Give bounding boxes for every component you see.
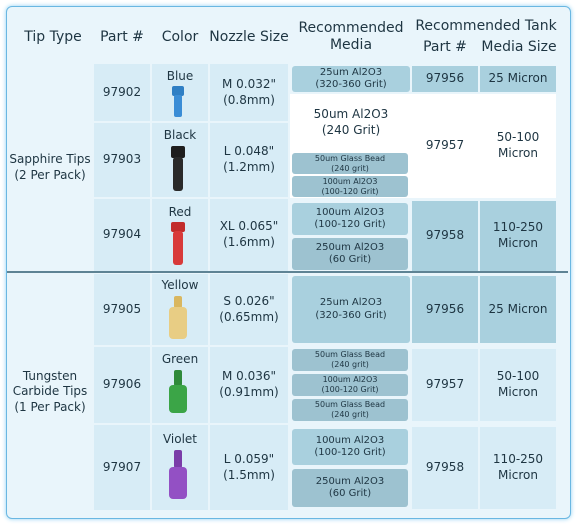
tank-part: 97956: [412, 66, 478, 92]
part-number: 97903: [94, 123, 150, 197]
nozzle-size: M 0.032" (0.8mm): [210, 64, 288, 121]
color-name: Red: [168, 205, 192, 220]
tank-media-size: 50-100 Micron: [480, 349, 556, 421]
header-cell: Recommended Media: [298, 20, 404, 53]
media: 100um Al2O3 (100-120 Grit): [292, 203, 408, 235]
nozzle-icon: [171, 146, 185, 191]
media: 250um Al2O3 (60 Grit): [292, 238, 408, 270]
media: 100um Al2O3 (100-120 Grit): [292, 429, 408, 465]
header-cell: Part #: [100, 28, 144, 45]
part-number: 97907: [94, 425, 150, 510]
nozzle-size: S 0.026" (0.65mm): [210, 274, 288, 345]
header-cell: Recommended Tank: [415, 17, 557, 34]
tank-media-size: 25 Micron: [480, 276, 556, 343]
media: 100um Al2O3 (100-120 Grit): [292, 176, 408, 197]
color-name: Violet: [162, 432, 198, 447]
media: 50um Glass Bead (240 grit): [292, 399, 408, 421]
tank-part: 97958: [412, 427, 478, 509]
header-cell: Tip Type: [24, 28, 82, 45]
media: 50um Al2O3 (240 Grit): [313, 107, 389, 137]
tip-type: Tungsten Carbide Tips (1 Per Pack): [12, 368, 88, 414]
nozzle-icon: [172, 86, 184, 117]
tank-media-size: 110-250 Micron: [480, 427, 556, 509]
header-cell: Color: [161, 28, 199, 45]
nozzle-icon: [171, 222, 185, 265]
nozzle-icon: [169, 450, 187, 499]
media: 50um Glass Bead (240 grit): [292, 349, 408, 371]
header-cell: Media Size: [481, 38, 557, 55]
nozzle-size: XL 0.065" (1.6mm): [210, 199, 288, 271]
color-name: Green: [161, 352, 199, 367]
color-name: Black: [163, 128, 197, 143]
media: 25um Al2O3 (320-360 Grit): [292, 66, 410, 92]
header-cell: Part #: [423, 38, 467, 55]
tank-part: 97958: [412, 201, 478, 271]
tank-part: 97957: [412, 349, 478, 421]
part-number: 97902: [94, 64, 150, 121]
tank-media-size: 50-100 Micron: [496, 130, 540, 160]
part-number: 97906: [94, 347, 150, 423]
nozzle-size: L 0.059" (1.5mm): [210, 425, 288, 510]
color-name: Blue: [166, 69, 194, 84]
media: 100um Al2O3 (100-120 Grit): [292, 374, 408, 396]
nozzle-size: L 0.048" (1.2mm): [210, 123, 288, 197]
tank-part: 97956: [412, 276, 478, 343]
part-number: 97905: [94, 274, 150, 345]
part-number: 97904: [94, 199, 150, 271]
nozzle-icon: [169, 370, 187, 413]
nozzle-size: M 0.036" (0.91mm): [210, 347, 288, 423]
nozzle-icon: [169, 296, 187, 339]
color-name: Yellow: [161, 278, 199, 293]
tank-media-size: 25 Micron: [480, 66, 556, 92]
group-separator: [7, 271, 568, 273]
media: 25um Al2O3 (320-360 Grit): [292, 276, 410, 343]
tank-part: 97957: [425, 138, 465, 153]
tank-media-size: 110-250 Micron: [480, 201, 556, 271]
tip-type: Sapphire Tips (2 Per Pack): [9, 151, 91, 182]
header-cell: Nozzle Size: [209, 28, 289, 45]
media: 250um Al2O3 (60 Grit): [292, 469, 408, 507]
media: 50um Glass Bead (240 grit): [292, 153, 408, 174]
